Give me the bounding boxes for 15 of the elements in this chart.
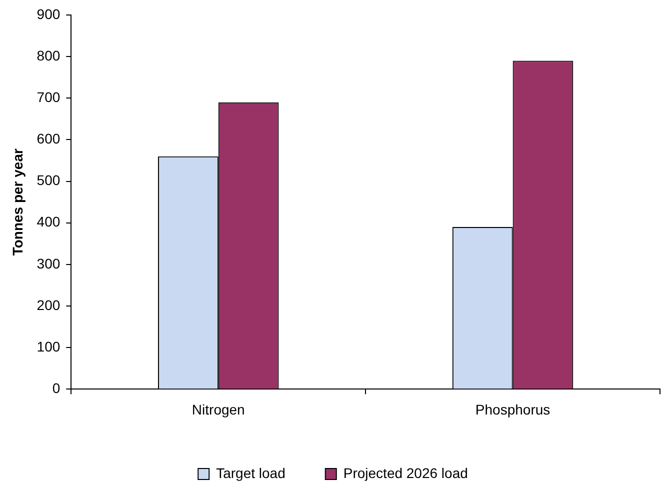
y-tick-label: 700 xyxy=(36,89,60,106)
y-tick-label: 300 xyxy=(36,255,60,272)
legend-label: Projected 2026 load xyxy=(343,464,468,481)
x-tick-label: Nitrogen xyxy=(192,401,245,418)
x-tick-label: Phosphorus xyxy=(475,401,550,418)
y-tick-label: 100 xyxy=(36,338,60,354)
y-axis-title: Tonnes per year xyxy=(9,148,26,256)
y-tick-label: 900 xyxy=(36,6,60,22)
y-tick-label: 500 xyxy=(36,172,60,188)
y-tick-label: 0 xyxy=(52,380,60,396)
legend-label: Target load xyxy=(216,464,286,481)
y-tick-label: 800 xyxy=(36,47,60,64)
y-tick-label: 600 xyxy=(36,130,60,147)
y-tick-label: 200 xyxy=(36,296,60,313)
y-tick-label: 400 xyxy=(36,214,60,230)
